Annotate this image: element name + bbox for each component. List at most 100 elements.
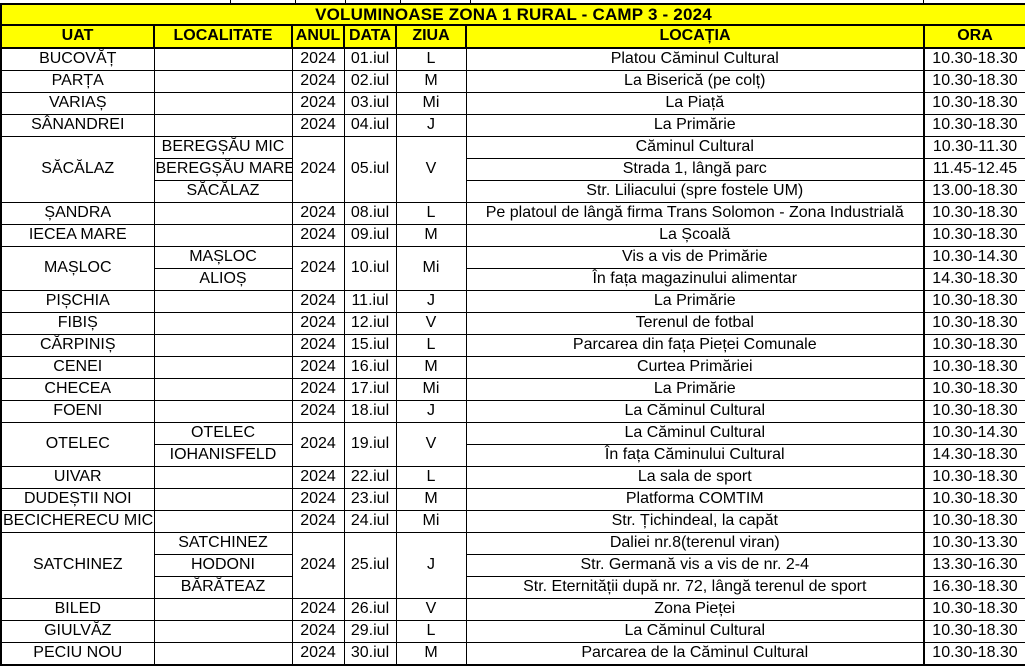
- ziua-cell: M: [395, 641, 467, 666]
- page-title: VOLUMINOASE ZONA 1 RURAL - CAMP 3 - 2024: [0, 3, 1025, 26]
- uat-cell: PARȚA: [0, 70, 155, 94]
- table-row: CHECEA 2024 17.iul Mi La Primărie 10.30-18.30: [0, 377, 1025, 401]
- ora-cell: 10.30-18.30: [923, 619, 1025, 643]
- top-edge-strip: [0, 0, 1025, 3]
- ziua-cell: M: [395, 487, 467, 511]
- ziua-cell: M: [395, 70, 467, 94]
- localitate-cell: [153, 202, 293, 225]
- locatia-cell: La Primărie: [465, 377, 925, 401]
- localitate-cell: [153, 92, 293, 116]
- table-row: FOENI 2024 18.iul J La Căminul Cultural 10.30…: [0, 399, 1025, 423]
- data-cell: 10.iul: [343, 245, 397, 291]
- data-cell: 18.iul: [343, 399, 397, 423]
- table-row: SĂCĂLAZ BEREGȘĂU MIC 2024 05.iul V Căminul Cu…: [0, 136, 1025, 204]
- table-row: CĂRPINIȘ 2024 15.iul L Parcarea din fața Pie…: [0, 333, 1025, 357]
- ora-cell: 13.30-16.30: [923, 553, 1025, 577]
- ziua-cell: V: [395, 597, 467, 621]
- localitate-cell: [153, 333, 293, 357]
- anul-cell: 2024: [291, 619, 345, 643]
- uat-cell: BILED: [0, 597, 155, 621]
- anul-cell: 2024: [291, 597, 345, 621]
- uat-cell: PIȘCHIA: [0, 289, 155, 313]
- ziua-cell: J: [395, 399, 467, 423]
- data-cell: 22.iul: [343, 465, 397, 489]
- ora-cell: 10.30-18.30: [923, 597, 1025, 621]
- uat-cell: ȘANDRA: [0, 202, 155, 225]
- data-cell: 26.iul: [343, 597, 397, 621]
- ora-cell: 10.30-18.30: [923, 289, 1025, 313]
- uat-cell: CHECEA: [0, 377, 155, 401]
- table-row: OTELEC OTELEC 2024 19.iul V La Căminul Cultur…: [0, 421, 1025, 467]
- ora-cell: 10.30-18.30: [923, 70, 1025, 94]
- ora-cell: 16.30-18.30: [923, 575, 1025, 599]
- grid-tick: [295, 0, 296, 3]
- table-row: BUCOVĂȚ 2024 01.iul L Platou Căminul Cultura…: [0, 47, 1025, 72]
- uat-cell: DUDEȘTII NOI: [0, 487, 155, 511]
- locatia-cell: În fața Căminului Cultural: [465, 443, 925, 467]
- schedule-table-body: BUCOVĂȚ 2024 01.iul L Platou Căminul Cultura…: [0, 47, 1025, 666]
- localitate-cell: [153, 311, 293, 335]
- column-header-ziua: ZIUA: [395, 24, 467, 49]
- anul-cell: 2024: [291, 136, 345, 204]
- anul-cell: 2024: [291, 92, 345, 116]
- table-row: GIULVĂZ 2024 29.iul L La Căminul Cultural 10.…: [0, 619, 1025, 643]
- uat-cell: SATCHINEZ: [0, 531, 155, 599]
- locatia-cell: Platou Căminul Cultural: [465, 47, 925, 72]
- data-cell: 09.iul: [343, 224, 397, 247]
- localitate-cell: [153, 70, 293, 94]
- data-cell: 15.iul: [343, 333, 397, 357]
- uat-cell: FIBIȘ: [0, 311, 155, 335]
- localitate-cell: MAȘLOC: [153, 245, 293, 269]
- ora-cell: 10.30-18.30: [923, 224, 1025, 247]
- localitate-cell: [153, 465, 293, 489]
- localitate-cell: ALIOȘ: [153, 267, 293, 291]
- locatia-cell: Platforma COMTIM: [465, 487, 925, 511]
- uat-cell: CĂRPINIȘ: [0, 333, 155, 357]
- anul-cell: 2024: [291, 289, 345, 313]
- ora-cell: 10.30-13.30: [923, 531, 1025, 555]
- uat-cell: FOENI: [0, 399, 155, 423]
- grid-tick: [470, 0, 471, 3]
- localitate-cell: [153, 399, 293, 423]
- table-row: FIBIȘ 2024 12.iul V Terenul de fotbal 10.30-1…: [0, 311, 1025, 335]
- column-header-row: UAT LOCALITATE ANUL DATA ZIUA LOCAȚIA OR…: [0, 24, 1025, 49]
- column-header-ora: ORA: [923, 24, 1025, 49]
- anul-cell: 2024: [291, 465, 345, 489]
- grid-tick: [923, 0, 924, 3]
- uat-cell: SÂNANDREI: [0, 114, 155, 138]
- locatia-cell: La Primărie: [465, 289, 925, 313]
- localitate-cell: BEREGȘĂU MARE: [153, 158, 293, 182]
- ora-cell: 10.30-18.30: [923, 641, 1025, 666]
- uat-cell: GIULVĂZ: [0, 619, 155, 643]
- localitate-cell: BĂRĂTEAZ: [153, 575, 293, 599]
- anul-cell: 2024: [291, 399, 345, 423]
- table-row: DUDEȘTII NOI 2024 23.iul M Platforma COMTIM 1…: [0, 487, 1025, 511]
- table-row: ALIOȘ În fața magazinului alimentar 14.30-…: [1, 267, 1025, 291]
- locatia-cell: Daliei nr.8(terenul viran): [465, 531, 925, 555]
- locatia-cell: La Căminul Cultural: [465, 399, 925, 423]
- ora-cell: 14.30-18.30: [923, 267, 1025, 291]
- anul-cell: 2024: [291, 641, 345, 666]
- ziua-cell: M: [395, 355, 467, 379]
- localitate-cell: SĂCĂLAZ: [153, 180, 293, 204]
- localitate-cell: HODONI: [153, 553, 293, 577]
- data-cell: 02.iul: [343, 70, 397, 94]
- uat-cell: SĂCĂLAZ: [0, 136, 155, 204]
- locatia-cell: Căminul Cultural: [465, 136, 925, 160]
- locatia-cell: Curtea Primăriei: [465, 355, 925, 379]
- uat-cell: BECICHERECU MIC: [0, 509, 155, 533]
- data-cell: 24.iul: [343, 509, 397, 533]
- table-row: UIVAR 2024 22.iul L La sala de sport 10.30-18…: [0, 465, 1025, 489]
- ora-cell: 10.30-18.30: [923, 92, 1025, 116]
- anul-cell: 2024: [291, 114, 345, 138]
- localitate-cell: IOHANISFELD: [153, 443, 293, 467]
- uat-cell: VARIAȘ: [0, 92, 155, 116]
- data-cell: 08.iul: [343, 202, 397, 225]
- locatia-cell: La Școală: [465, 224, 925, 247]
- data-cell: 16.iul: [343, 355, 397, 379]
- data-cell: 19.iul: [343, 421, 397, 467]
- table-row: PIȘCHIA 2024 11.iul J La Primărie 10.30-18.30: [0, 289, 1025, 313]
- grid-tick: [400, 0, 401, 3]
- ora-cell: 10.30-14.30: [923, 245, 1025, 269]
- anul-cell: 2024: [291, 421, 345, 467]
